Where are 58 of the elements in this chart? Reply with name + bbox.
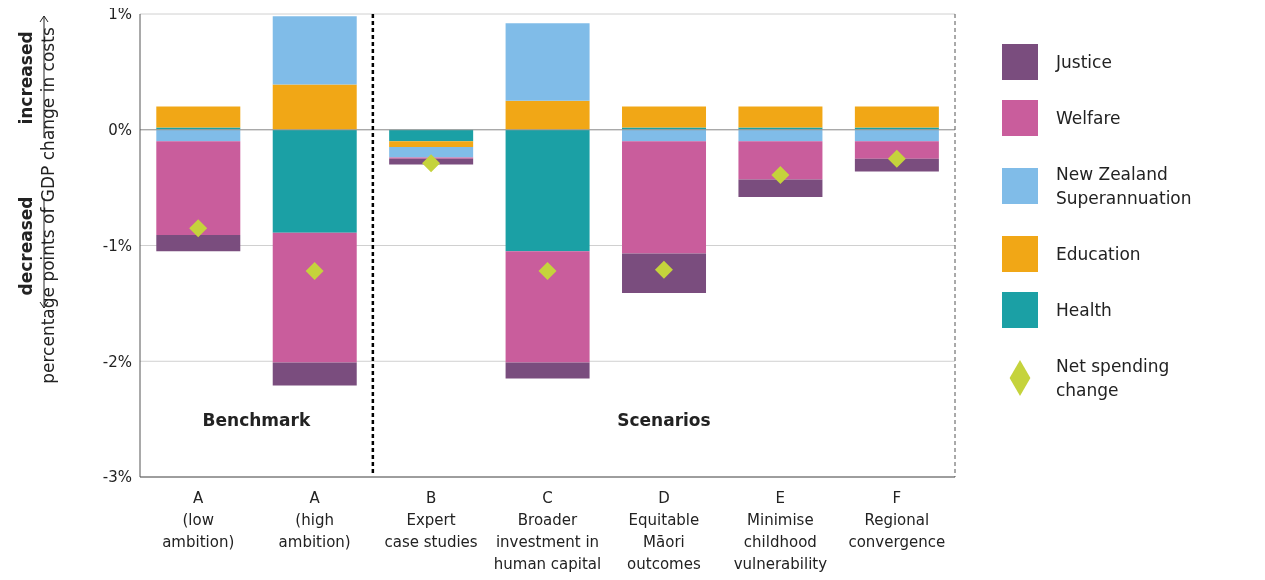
point: [771, 165, 790, 184]
y-axis-title: percentage points of GDP change in costs: [38, 27, 58, 384]
bar: [622, 106, 707, 128]
bar: [505, 129, 590, 252]
x-tick-label: A (high ambition): [278, 489, 351, 551]
bar: [156, 129, 241, 142]
bar: [738, 106, 823, 128]
bar: [156, 141, 241, 236]
bar: [622, 141, 707, 254]
point: [654, 260, 673, 279]
y-tick-label: -2%: [102, 352, 132, 371]
legend-label: Net spending change: [1056, 355, 1171, 402]
legend-label: Education: [1056, 243, 1142, 266]
y-tick-label: -1%: [102, 236, 132, 255]
bar: [854, 129, 939, 142]
annotation: Scenarios: [616, 410, 712, 430]
legend-label: Welfare: [1056, 107, 1122, 130]
bar: [505, 251, 590, 363]
x-tick-label: B Expert case studies: [384, 489, 478, 551]
bar: [156, 235, 241, 252]
bar: [389, 147, 474, 158]
bar: [505, 362, 590, 379]
legend-label: Justice: [1056, 51, 1113, 74]
bar: [738, 141, 823, 180]
point: [887, 149, 906, 168]
x-tick-label: E Minimise childhood vulnerability: [733, 489, 828, 573]
bar: [272, 362, 357, 386]
legend-label: New Zealand Superannuation: [1056, 163, 1193, 210]
x-tick-label: A (low ambition): [162, 489, 235, 551]
bar: [389, 129, 474, 142]
x-tick-label: F Regional convergence: [848, 489, 946, 551]
y-tick-label: 1%: [108, 5, 132, 24]
point: [538, 261, 557, 280]
x-tick-label: D Equitable Māori outcomes: [627, 489, 701, 573]
bar: [854, 106, 939, 128]
y-tick-label: -3%: [102, 468, 132, 487]
legend-label: Health: [1056, 299, 1113, 322]
bar: [272, 232, 357, 363]
text: increased: [16, 31, 36, 125]
bar: [389, 141, 474, 148]
bar: [854, 141, 939, 159]
bar: [272, 16, 357, 85]
bar: [505, 100, 590, 130]
point: [422, 154, 441, 173]
y-tick-label: 0%: [108, 121, 132, 140]
bar: [156, 106, 241, 128]
bar: [272, 84, 357, 130]
bar: [738, 179, 823, 197]
x-tick-label: C Broader investment in human capital: [493, 489, 602, 573]
bar: [272, 129, 357, 233]
bar: [505, 23, 590, 101]
text: decreased: [16, 196, 36, 296]
bar: [622, 129, 707, 142]
point: [305, 261, 324, 280]
annotation: Benchmark: [201, 410, 312, 430]
bar: [622, 253, 707, 293]
point: [189, 219, 208, 238]
bar: [738, 129, 823, 142]
